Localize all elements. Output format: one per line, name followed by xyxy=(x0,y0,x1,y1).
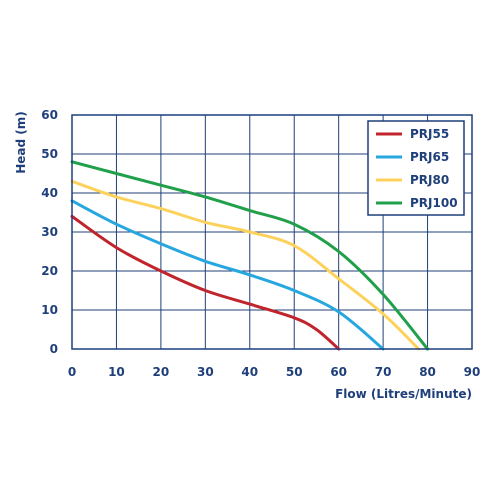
y-tick-label-20: 20 xyxy=(41,264,58,278)
series-line-prj65 xyxy=(70,199,385,351)
y-tick-label-50: 50 xyxy=(41,147,58,161)
axis-layer: 0 10 20 30 40 50 60 70 80 90 0 10 20 30 40 50 60 Flow (Li… xyxy=(14,108,480,401)
x-tick-label-40: 40 xyxy=(241,365,258,379)
x-axis-title: Flow (Litres/Minute) xyxy=(335,387,472,401)
y-tick-label-40: 40 xyxy=(41,186,58,200)
y-tick-label-0: 0 xyxy=(50,342,58,356)
x-tick-label-30: 30 xyxy=(197,365,214,379)
legend: PRJ55 PRJ65 PRJ80 PRJ100 xyxy=(367,120,465,216)
y-axis-title: Head (m) xyxy=(14,111,28,174)
x-tick-label-80: 80 xyxy=(419,365,436,379)
y-tick-label-30: 30 xyxy=(41,225,58,239)
legend-label-prj65: PRJ65 xyxy=(410,150,449,164)
y-tick-label-10: 10 xyxy=(41,303,58,317)
legend-label-prj80: PRJ80 xyxy=(410,173,449,187)
series-line-prj55 xyxy=(70,214,341,351)
series-line-prj100 xyxy=(70,160,430,351)
series-layer xyxy=(70,160,430,351)
x-tick-label-60: 60 xyxy=(330,365,347,379)
x-tick-label-90: 90 xyxy=(464,365,481,379)
legend-box xyxy=(367,120,465,216)
plot-border xyxy=(71,114,473,350)
y-tick-label-60: 60 xyxy=(41,108,58,122)
x-tick-label-50: 50 xyxy=(286,365,303,379)
legend-label-prj100: PRJ100 xyxy=(410,196,458,210)
x-tick-label-70: 70 xyxy=(375,365,392,379)
series-line-prj80 xyxy=(70,179,421,351)
legend-label-prj55: PRJ55 xyxy=(410,127,449,141)
x-tick-label-20: 20 xyxy=(153,365,170,379)
x-tick-label-0: 0 xyxy=(68,365,76,379)
x-tick-label-10: 10 xyxy=(108,365,125,379)
